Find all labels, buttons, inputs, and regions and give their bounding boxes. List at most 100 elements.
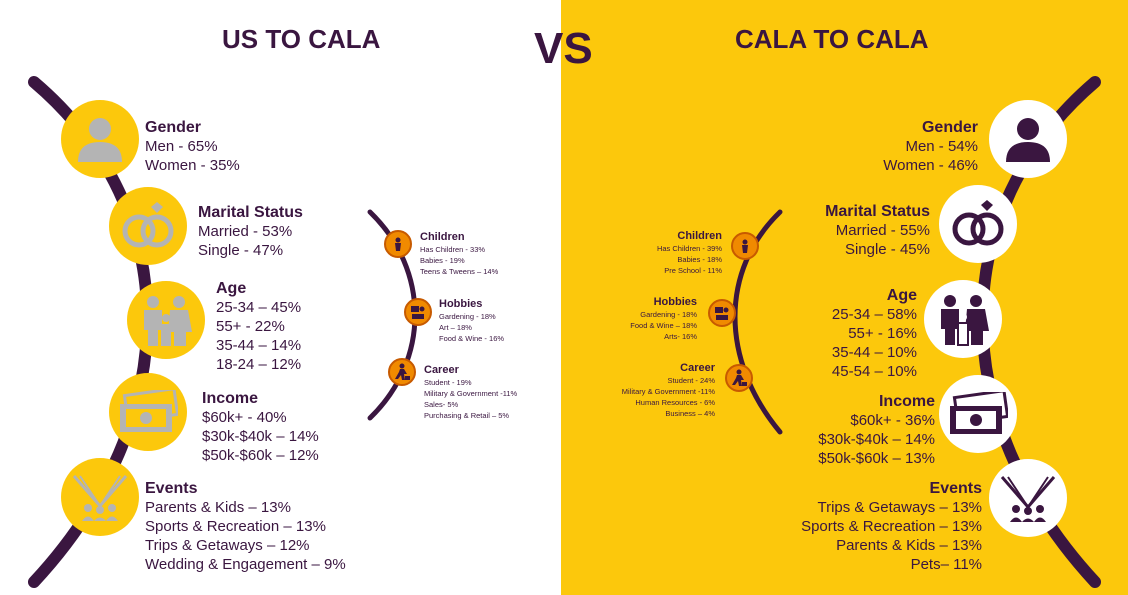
right-marital-block: Marital Status Married - 55% Single - 45…: [825, 202, 930, 259]
right-children-line: Pre School - 11%: [664, 266, 722, 275]
right-income-line: $50k-$60k – 13%: [818, 450, 935, 467]
left-hobbies-heading: Hobbies: [439, 298, 483, 310]
right-hobbies-heading: Hobbies: [653, 296, 697, 308]
left-age-line: 18-24 – 12%: [216, 356, 302, 373]
left-marital-heading: Marital Status: [198, 204, 303, 221]
right-age-line: 35-44 – 10%: [831, 344, 917, 361]
left-career-line: Purchasing & Retail – 5%: [424, 411, 510, 420]
career-icon: [388, 358, 416, 386]
left-income-line: $50k-$60k – 12%: [202, 447, 319, 464]
right-income-line: $30k-$40k – 14%: [818, 431, 935, 448]
left-events-line: Wedding & Engagement – 9%: [145, 556, 346, 573]
right-children-line: Has Children - 39%: [656, 244, 722, 253]
left-income-block: Income $60k+ - 40% $30k-$40k – 14% $50k-…: [202, 389, 319, 465]
right-age-heading: Age: [886, 287, 917, 304]
left-age-line: 55+ - 22%: [216, 318, 285, 335]
left-events-block: Events Parents & Kids – 13% Sports & Rec…: [145, 479, 346, 574]
left-children-block: Children Has Children - 33% Babies - 19%…: [420, 231, 498, 277]
left-income-line: $60k+ - 40%: [202, 409, 287, 426]
left-career-line: Sales- 5%: [424, 400, 459, 409]
right-children-heading: Children: [677, 230, 722, 242]
right-age-line: 25-34 – 58%: [831, 306, 917, 323]
right-gender-line: Men - 54%: [905, 138, 978, 155]
left-career-block: Career Student - 19% Military & Governme…: [424, 364, 517, 421]
family-icon: [127, 281, 205, 359]
right-children-block: Children Has Children - 39% Babies - 18%…: [657, 230, 722, 276]
right-gender-heading: Gender: [921, 119, 978, 136]
right-career-line: Military & Government -11%: [621, 387, 715, 396]
right-gender-line: Women - 46%: [883, 157, 978, 174]
left-marital-block: Marital Status Married - 53% Single - 47…: [198, 203, 303, 260]
right-marital-line: Married - 55%: [835, 222, 930, 239]
hobbies-icon: [708, 299, 736, 327]
right-events-line: Pets– 11%: [910, 556, 982, 573]
money-icon: [109, 373, 187, 451]
left-title: US TO CALA: [222, 24, 381, 54]
left-career-line: Military & Government -11%: [424, 389, 518, 398]
left-marital-line: Single - 47%: [198, 242, 284, 259]
left-hobbies-line: Art – 18%: [439, 323, 472, 332]
left-career-heading: Career: [424, 364, 459, 376]
left-hobbies-block: Hobbies Gardening - 18% Art – 18% Food &…: [439, 298, 504, 344]
money-icon: [939, 375, 1017, 453]
left-gender-block: Gender Men - 65% Women - 35%: [145, 118, 240, 175]
person-icon: [61, 100, 139, 178]
family-icon: [924, 280, 1002, 358]
right-gender-block: Gender Men - 54% Women - 46%: [883, 118, 978, 175]
left-hobbies-line: Food & Wine - 16%: [439, 334, 505, 343]
right-career-line: Student - 24%: [667, 376, 715, 385]
left-children-heading: Children: [420, 231, 465, 243]
right-events-line: Trips & Getaways – 13%: [817, 499, 982, 516]
left-income-line: $30k-$40k – 14%: [202, 428, 319, 445]
right-career-block: Career Student - 24% Military & Governme…: [622, 362, 715, 419]
right-career-heading: Career: [680, 362, 715, 374]
right-income-heading: Income: [878, 393, 935, 410]
career-icon: [725, 364, 753, 392]
right-hobbies-block: Hobbies Gardening - 18% Food & Wine – 18…: [630, 296, 697, 342]
left-events-line: Sports & Recreation – 13%: [145, 518, 326, 535]
left-events-line: Parents & Kids – 13%: [145, 499, 291, 516]
rings-icon: [109, 187, 187, 265]
vs-label: VS: [534, 24, 593, 73]
person-icon: [989, 100, 1067, 178]
left-age-line: 25-34 – 45%: [216, 299, 302, 316]
left-gender-line: Men - 65%: [145, 138, 218, 155]
left-events-line: Trips & Getaways – 12%: [145, 537, 310, 554]
child-icon: [731, 232, 759, 260]
right-career-line: Business – 4%: [665, 409, 715, 418]
child-icon: [384, 230, 412, 258]
left-hobbies-line: Gardening - 18%: [439, 312, 496, 321]
left-age-block: Age 25-34 – 45% 55+ - 22% 35-44 – 14% 18…: [216, 279, 301, 374]
rings-icon: [939, 185, 1017, 263]
left-children-line: Babies - 19%: [420, 256, 465, 265]
right-age-block: Age 25-34 – 58% 55+ - 16% 35-44 – 10% 45…: [832, 286, 917, 381]
right-career-line: Human Resources - 6%: [635, 398, 715, 407]
left-children-line: Has Children - 33%: [420, 245, 486, 254]
left-children-line: Teens & Tweens – 14%: [420, 267, 499, 276]
left-career-line: Student - 19%: [424, 378, 472, 387]
left-events-heading: Events: [145, 480, 198, 497]
right-hobbies-line: Arts- 16%: [664, 332, 697, 341]
right-hobbies-line: Gardening - 18%: [640, 310, 697, 319]
left-income-heading: Income: [202, 390, 259, 407]
right-age-line: 45-54 – 10%: [831, 363, 917, 380]
left-gender-heading: Gender: [145, 119, 202, 136]
right-children-line: Babies - 18%: [677, 255, 722, 264]
right-events-block: Events Trips & Getaways – 13% Sports & R…: [801, 479, 982, 574]
left-age-line: 35-44 – 14%: [216, 337, 302, 354]
right-events-line: Parents & Kids – 13%: [836, 537, 982, 554]
left-gender-line: Women - 35%: [145, 157, 240, 174]
left-age-heading: Age: [216, 280, 247, 297]
right-events-line: Sports & Recreation – 13%: [801, 518, 982, 535]
right-age-line: 55+ - 16%: [848, 325, 917, 342]
hobbies-icon: [404, 298, 432, 326]
right-income-block: Income $60k+ - 36% $30k-$40k – 14% $50k-…: [818, 392, 935, 468]
right-hobbies-line: Food & Wine – 18%: [630, 321, 697, 330]
crowd-icon: [61, 458, 139, 536]
right-title: CALA TO CALA: [735, 24, 929, 54]
crowd-icon: [989, 459, 1067, 537]
right-income-line: $60k+ - 36%: [850, 412, 935, 429]
left-marital-line: Married - 53%: [198, 223, 293, 240]
right-marital-heading: Marital Status: [825, 203, 930, 220]
right-marital-line: Single - 45%: [844, 241, 930, 258]
